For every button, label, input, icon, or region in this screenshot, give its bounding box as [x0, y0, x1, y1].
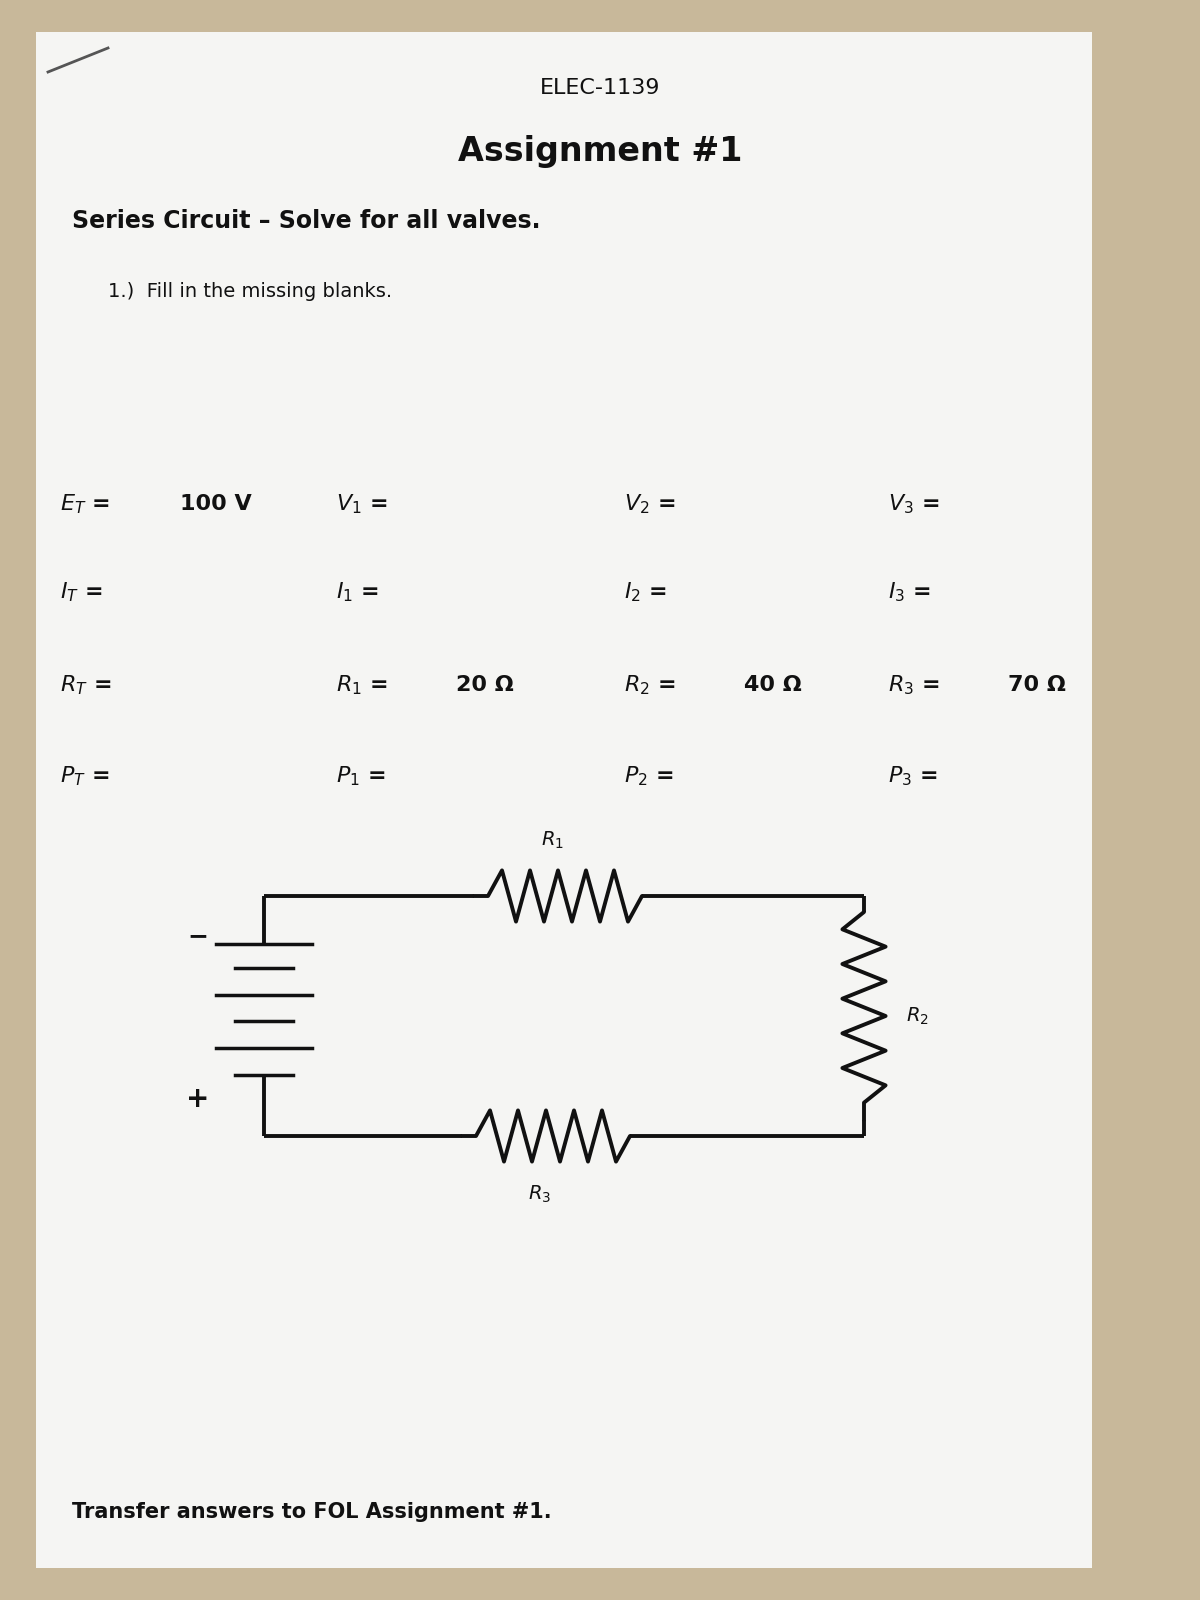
- Text: Assignment #1: Assignment #1: [458, 136, 742, 168]
- Text: $V_1$ =: $V_1$ =: [336, 493, 390, 515]
- Text: $P_2$ =: $P_2$ =: [624, 765, 677, 787]
- Text: $I_3$ =: $I_3$ =: [888, 581, 934, 603]
- Text: $R_2$: $R_2$: [906, 1005, 929, 1027]
- Text: $I_1$ =: $I_1$ =: [336, 581, 382, 603]
- Text: $R_3$ =: $R_3$ =: [888, 674, 942, 696]
- Text: 100 V: 100 V: [180, 494, 252, 514]
- Text: $I_T$ =: $I_T$ =: [60, 581, 106, 603]
- Text: $I_2$ =: $I_2$ =: [624, 581, 670, 603]
- Text: $R_2$ =: $R_2$ =: [624, 674, 678, 696]
- Text: 20 Ω: 20 Ω: [456, 675, 514, 694]
- Text: $P_T$ =: $P_T$ =: [60, 765, 112, 787]
- FancyBboxPatch shape: [36, 32, 1092, 1568]
- Text: $R_1$ =: $R_1$ =: [336, 674, 390, 696]
- Text: $P_3$ =: $P_3$ =: [888, 765, 941, 787]
- Text: +: +: [186, 1085, 210, 1114]
- Text: 70 Ω: 70 Ω: [1008, 675, 1066, 694]
- Text: $V_3$ =: $V_3$ =: [888, 493, 942, 515]
- Text: $R_T$ =: $R_T$ =: [60, 674, 114, 696]
- Text: $E_T$ =: $E_T$ =: [60, 493, 113, 515]
- Text: Transfer answers to FOL Assignment #1.: Transfer answers to FOL Assignment #1.: [72, 1502, 552, 1522]
- Text: $P_1$ =: $P_1$ =: [336, 765, 389, 787]
- Text: Series Circuit – Solve for all valves.: Series Circuit – Solve for all valves.: [72, 208, 540, 232]
- Text: 40 Ω: 40 Ω: [744, 675, 802, 694]
- Text: −: −: [187, 925, 209, 947]
- Text: 1.)  Fill in the missing blanks.: 1.) Fill in the missing blanks.: [108, 282, 392, 301]
- Text: $V_2$ =: $V_2$ =: [624, 493, 678, 515]
- Text: $R_1$: $R_1$: [540, 830, 564, 851]
- Text: $R_3$: $R_3$: [528, 1184, 552, 1205]
- Text: ELEC-1139: ELEC-1139: [540, 78, 660, 98]
